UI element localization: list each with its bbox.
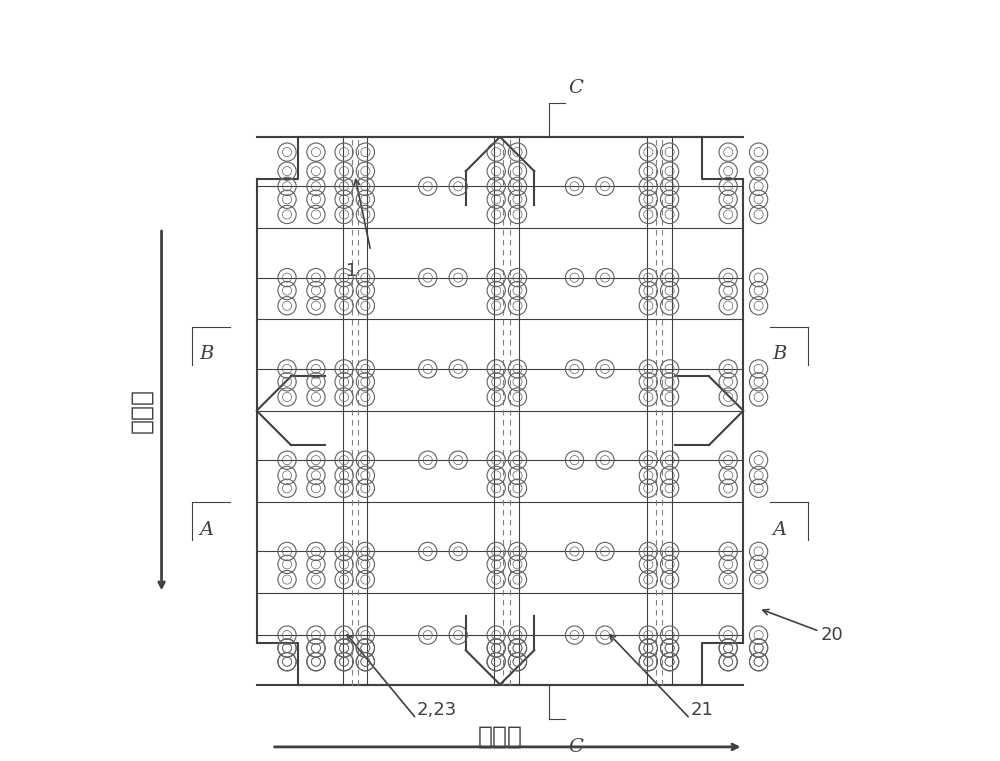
Text: 横桥向: 横桥向 — [478, 724, 522, 748]
Text: 20: 20 — [821, 626, 844, 644]
Text: 21: 21 — [690, 701, 713, 718]
Text: 纵桥向: 纵桥向 — [129, 388, 153, 433]
Text: B: B — [772, 345, 787, 363]
Text: B: B — [200, 345, 214, 363]
Text: 1: 1 — [346, 263, 357, 280]
Text: C: C — [568, 737, 583, 756]
Text: 2,23: 2,23 — [416, 701, 457, 718]
Text: A: A — [200, 521, 214, 539]
Text: C: C — [568, 78, 583, 97]
Text: A: A — [772, 521, 786, 539]
